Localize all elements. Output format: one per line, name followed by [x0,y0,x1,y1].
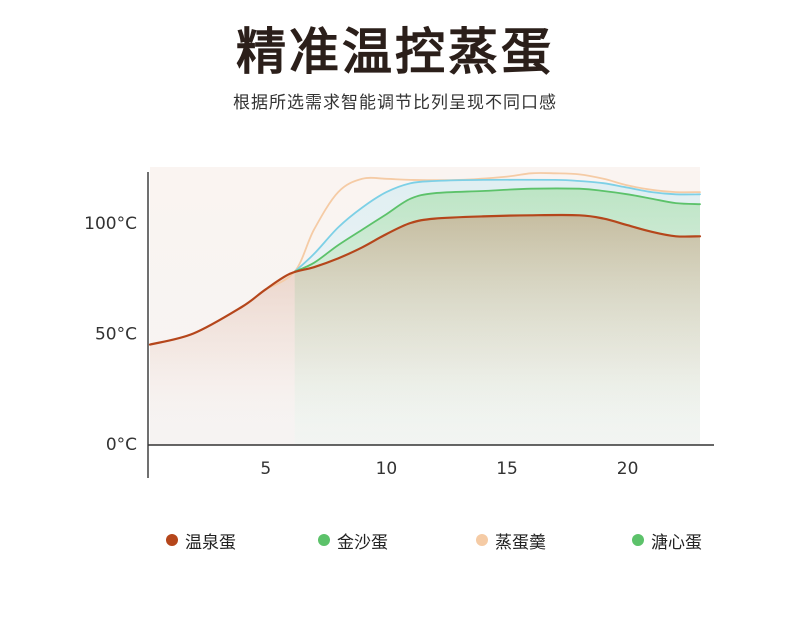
page-subtitle: 根据所选需求智能调节比列呈现不同口感 [233,93,557,113]
legend-item: 金沙蛋 [318,527,388,553]
y-tick-label: 0°C [106,435,137,455]
chart-legend: 温泉蛋 金沙蛋 蒸蛋羹 溏心蛋 [0,527,790,553]
series-line-wenquan [148,213,702,346]
legend-label: 金沙蛋 [337,532,388,553]
x-tick-label: 20 [617,459,639,479]
area-fill-wenquan [150,214,700,445]
x-tick-label: 5 [260,459,271,479]
legend-item: 温泉蛋 [166,527,236,553]
legend-dot-icon [476,534,488,546]
x-tick-label: 10 [376,459,398,479]
y-tick-label: 100°C [84,214,137,234]
series-line-zhengdangeng [264,172,701,291]
legend-item: 蒸蛋羹 [476,527,546,553]
x-tick-label: 15 [496,459,518,479]
series-line-tangxin [293,178,701,273]
legend-item: 溏心蛋 [632,527,702,553]
legend-dot-icon [632,534,644,546]
legend-dot-icon [318,534,330,546]
page-title: 精准温控蒸蛋 [236,23,554,81]
y-tick-label: 50°C [95,325,137,345]
legend-label: 蒸蛋羹 [495,532,546,553]
legend-dot-icon [166,534,178,546]
series-line-jinsha [293,187,701,273]
legend-label: 温泉蛋 [185,532,236,553]
legend-label: 溏心蛋 [651,532,702,553]
